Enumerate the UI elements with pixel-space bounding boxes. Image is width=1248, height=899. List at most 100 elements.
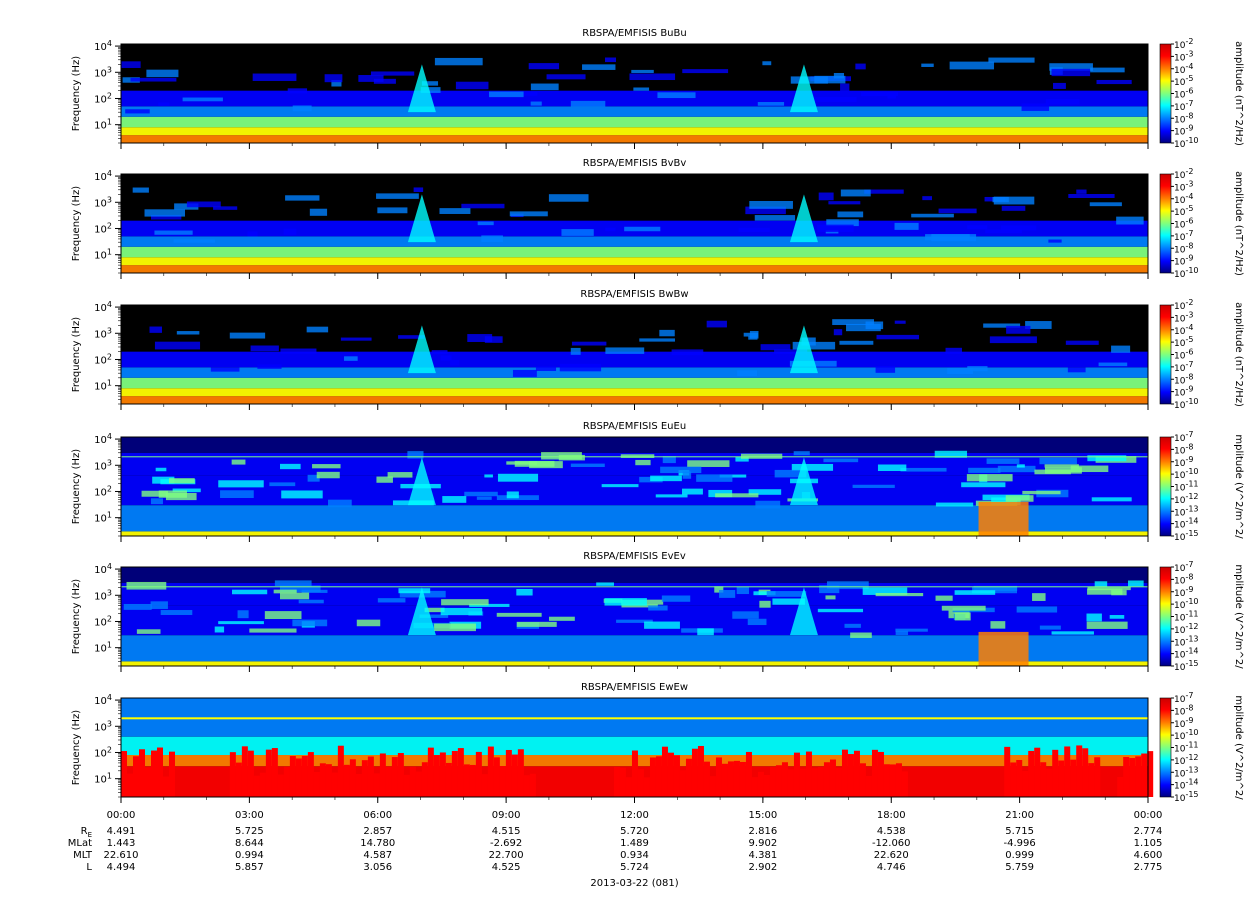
emission-patch xyxy=(307,474,320,482)
spectral-band xyxy=(121,388,1148,397)
spectral-band xyxy=(121,106,1148,117)
emission-patch xyxy=(1086,613,1102,622)
emission-burst xyxy=(775,765,782,797)
x-tick-label: 18:00 xyxy=(877,810,906,821)
y-tick-label: 103 xyxy=(94,458,112,472)
emission-burst xyxy=(451,750,458,797)
emission-patch xyxy=(935,595,953,601)
emission-patch xyxy=(218,480,264,488)
emission-patch xyxy=(748,336,758,340)
spectrogram-panel: RBSPA/EMFISIS EvEv 101 102 103 104 Frequency … xyxy=(71,551,1244,673)
emission-patch xyxy=(1021,103,1050,111)
ephemeris-value: 4.600 xyxy=(1134,850,1163,861)
emission-patch xyxy=(548,616,575,621)
emission-burst xyxy=(631,750,638,797)
emission-patch xyxy=(887,95,896,99)
emission-patch xyxy=(1096,79,1132,85)
emission-patch xyxy=(398,335,425,339)
spectral-band xyxy=(121,396,1148,404)
emission-burst xyxy=(1135,756,1142,797)
emission-burst xyxy=(637,769,644,797)
y-tick-label: 103 xyxy=(94,326,112,340)
emission-patch xyxy=(160,610,193,615)
y-tick-label: 101 xyxy=(94,511,112,525)
emission-burst xyxy=(865,776,872,797)
emission-patch xyxy=(828,201,861,205)
emission-patch xyxy=(306,326,329,333)
ephemeris-value: -2.692 xyxy=(490,838,522,849)
colorbar xyxy=(1159,304,1172,405)
emission-patch xyxy=(719,474,747,478)
y-tick-label: 104 xyxy=(94,432,112,446)
emission-spike xyxy=(407,325,436,374)
emission-line xyxy=(121,456,1148,458)
ephemeris-value: 1.489 xyxy=(620,838,649,849)
emission-patch xyxy=(150,498,163,505)
emission-burst xyxy=(829,759,836,797)
emission-patch xyxy=(558,454,585,461)
emission-patch xyxy=(285,195,320,201)
emission-patch xyxy=(516,588,533,596)
emission-patch xyxy=(760,344,791,351)
ephemeris-row-label: RE xyxy=(81,826,92,839)
panel-title: RBSPA/EMFISIS BvBv xyxy=(583,158,687,169)
emission-burst xyxy=(121,751,127,797)
emission-patch xyxy=(231,459,246,465)
emission-spike xyxy=(407,587,436,636)
emission-burst xyxy=(301,755,308,797)
emission-burst xyxy=(769,767,776,797)
emission-patch xyxy=(814,75,846,84)
colorbar-label: amplitude (nT^2/Hz) xyxy=(1233,171,1244,276)
colorbar-tick-label: 10-15 xyxy=(1174,790,1199,804)
emission-patch xyxy=(875,593,924,597)
emission-spike xyxy=(789,457,818,506)
emission-burst xyxy=(403,774,410,797)
emission-burst xyxy=(691,748,698,797)
emission-patch xyxy=(817,224,854,232)
emission-burst xyxy=(895,763,902,797)
ephemeris-value: 1.443 xyxy=(107,838,136,849)
emission-patch xyxy=(434,623,476,632)
emission-burst xyxy=(409,766,416,797)
emission-patch xyxy=(753,591,776,596)
emission-patch xyxy=(249,628,297,633)
emission-patch xyxy=(696,474,733,482)
emission-burst xyxy=(841,749,848,797)
emission-burst xyxy=(1034,747,1041,797)
y-tick-label: 102 xyxy=(94,484,112,498)
emission-patch xyxy=(793,451,810,456)
emission-patch xyxy=(774,469,807,478)
emission-patch xyxy=(682,471,692,479)
emission-burst xyxy=(373,773,380,797)
emission-patch xyxy=(273,589,297,594)
emission-patch xyxy=(186,201,221,208)
emission-patch xyxy=(968,467,1001,473)
emission-patch xyxy=(146,69,179,78)
emission-patch xyxy=(370,71,415,76)
y-tick-label: 103 xyxy=(94,195,112,209)
emission-burst xyxy=(457,748,464,797)
ephemeris-row-label: MLT xyxy=(73,850,93,861)
y-tick-label: 102 xyxy=(94,614,112,628)
emission-burst xyxy=(1046,768,1053,797)
emission-patch xyxy=(154,230,193,235)
emission-patch xyxy=(287,88,308,94)
emission-patch xyxy=(844,623,861,628)
y-tick-label: 101 xyxy=(94,118,112,132)
spectral-band xyxy=(121,736,1148,756)
emission-patch xyxy=(376,476,393,483)
emission-burst xyxy=(625,777,632,797)
emission-burst xyxy=(727,761,734,797)
emission-patch xyxy=(605,227,616,232)
emission-patch xyxy=(631,69,654,74)
ephemeris-value: 22.620 xyxy=(874,850,909,861)
emission-burst xyxy=(859,763,866,797)
emission-patch xyxy=(1039,457,1077,465)
emission-patch xyxy=(792,341,836,350)
emission-patch xyxy=(316,471,340,479)
emission-patch xyxy=(1068,194,1115,198)
emission-burst xyxy=(697,745,704,797)
emission-patch xyxy=(496,612,542,617)
emission-patch xyxy=(875,365,896,373)
emission-burst xyxy=(655,756,662,797)
